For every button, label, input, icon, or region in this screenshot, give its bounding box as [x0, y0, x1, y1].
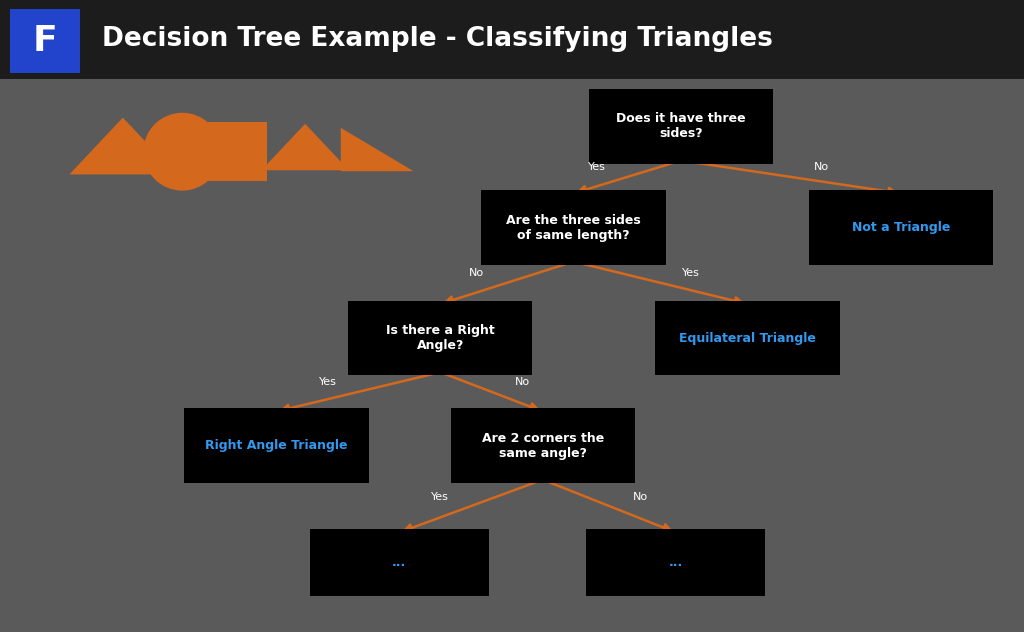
- FancyBboxPatch shape: [208, 122, 267, 181]
- Text: Yes: Yes: [682, 269, 700, 278]
- FancyBboxPatch shape: [0, 0, 1024, 79]
- FancyBboxPatch shape: [655, 301, 840, 375]
- Text: No: No: [814, 162, 829, 173]
- Text: No: No: [469, 269, 483, 278]
- Text: Yes: Yes: [318, 377, 337, 387]
- Text: No: No: [515, 377, 529, 387]
- Text: ...: ...: [392, 556, 407, 569]
- FancyBboxPatch shape: [481, 190, 666, 265]
- Text: Are 2 corners the
same angle?: Are 2 corners the same angle?: [481, 432, 604, 459]
- Text: Is there a Right
Angle?: Is there a Right Angle?: [386, 324, 495, 352]
- Text: Yes: Yes: [431, 492, 450, 502]
- Text: Not a Triangle: Not a Triangle: [852, 221, 950, 234]
- Text: Does it have three
sides?: Does it have three sides?: [616, 112, 745, 140]
- Text: Yes: Yes: [588, 162, 605, 173]
- Text: Decision Tree Example - Classifying Triangles: Decision Tree Example - Classifying Tria…: [102, 27, 773, 52]
- Polygon shape: [261, 124, 349, 170]
- FancyBboxPatch shape: [586, 530, 766, 595]
- Polygon shape: [341, 128, 414, 171]
- FancyBboxPatch shape: [10, 9, 80, 73]
- FancyBboxPatch shape: [451, 408, 635, 483]
- FancyBboxPatch shape: [809, 190, 993, 265]
- FancyBboxPatch shape: [184, 408, 369, 483]
- Text: Equilateral Triangle: Equilateral Triangle: [679, 332, 816, 344]
- Text: No: No: [633, 492, 647, 502]
- Text: Right Angle Triangle: Right Angle Triangle: [205, 439, 348, 452]
- Polygon shape: [70, 118, 176, 174]
- Text: Are the three sides
of same length?: Are the three sides of same length?: [506, 214, 641, 241]
- FancyBboxPatch shape: [348, 301, 532, 375]
- Ellipse shape: [143, 112, 221, 191]
- FancyBboxPatch shape: [589, 89, 773, 164]
- Text: ...: ...: [669, 556, 683, 569]
- FancyBboxPatch shape: [309, 530, 489, 595]
- Text: F: F: [33, 24, 57, 58]
